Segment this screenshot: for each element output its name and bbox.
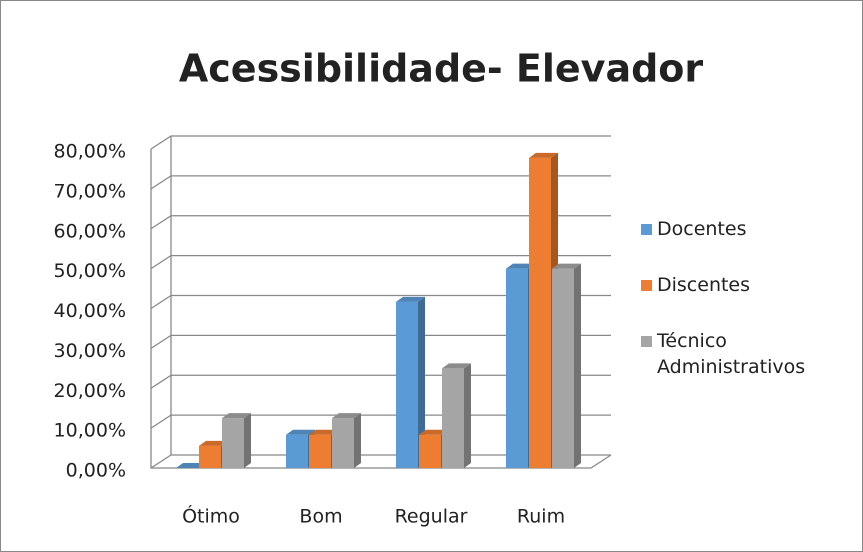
legend-label: Docentes <box>657 218 747 240</box>
bar-face <box>442 363 471 369</box>
bar-face <box>222 413 251 419</box>
legend-swatch <box>641 336 652 347</box>
y-tick-label: 30,00% <box>54 340 126 362</box>
grid-line <box>150 135 611 150</box>
legend-label: Técnico Administrativos <box>657 330 806 378</box>
x-tick-label: Regular <box>395 506 468 528</box>
bar-face <box>529 157 551 469</box>
bar <box>332 413 361 468</box>
y-tick-label: 60,00% <box>54 220 126 242</box>
x-tick-label: Ruim <box>517 506 565 528</box>
bar-face <box>464 363 471 468</box>
bar-face <box>574 263 581 468</box>
bar-face <box>309 429 338 435</box>
y-tick-label: 40,00% <box>54 300 126 322</box>
legend-swatch <box>641 224 652 235</box>
bar-face <box>176 463 205 468</box>
x-tick-label: Bom <box>299 506 342 528</box>
bar <box>552 263 581 468</box>
bar-face <box>244 413 251 468</box>
y-tick-label: 10,00% <box>54 420 126 442</box>
bar-face <box>506 263 535 269</box>
legend-label: Discentes <box>657 274 751 296</box>
bar-face <box>286 434 308 468</box>
bar-face <box>396 301 418 468</box>
bar-face <box>419 434 441 468</box>
bar-face <box>442 368 464 468</box>
bar-face <box>552 263 581 269</box>
bar-face <box>419 429 448 435</box>
y-tick-label: 80,00% <box>54 141 126 163</box>
bar-face <box>418 296 425 468</box>
y-tick-label: 50,00% <box>54 260 126 282</box>
legend-item: Docentes <box>641 216 856 242</box>
bar-face <box>332 418 354 468</box>
legend: Docentes Discentes Técnico Administrativos <box>641 216 856 410</box>
bar-face <box>199 445 221 468</box>
bar-face <box>529 152 558 158</box>
x-tick-label: Ótimo <box>182 504 240 528</box>
y-tick-label: 0,00% <box>66 460 126 482</box>
legend-swatch <box>641 280 652 291</box>
bar <box>176 463 205 468</box>
bar-face <box>332 413 361 419</box>
y-tick-label: 20,00% <box>54 380 126 402</box>
legend-item: Técnico Administrativos <box>641 328 856 380</box>
chart-title: Acessibilidade- Elevador <box>179 47 704 91</box>
bar-face <box>552 268 574 468</box>
bar-face <box>506 268 528 468</box>
bar-face <box>309 434 331 468</box>
bar <box>442 363 471 468</box>
y-tick-label: 70,00% <box>54 180 126 202</box>
bar <box>396 296 425 468</box>
legend-item: Discentes <box>641 272 856 298</box>
bar-face <box>354 413 361 468</box>
bar-face <box>199 440 228 446</box>
bar-face <box>286 429 315 435</box>
bar <box>222 413 251 468</box>
bar-face <box>222 418 244 468</box>
bar-face <box>396 296 425 302</box>
back-wall-edge <box>150 136 612 469</box>
